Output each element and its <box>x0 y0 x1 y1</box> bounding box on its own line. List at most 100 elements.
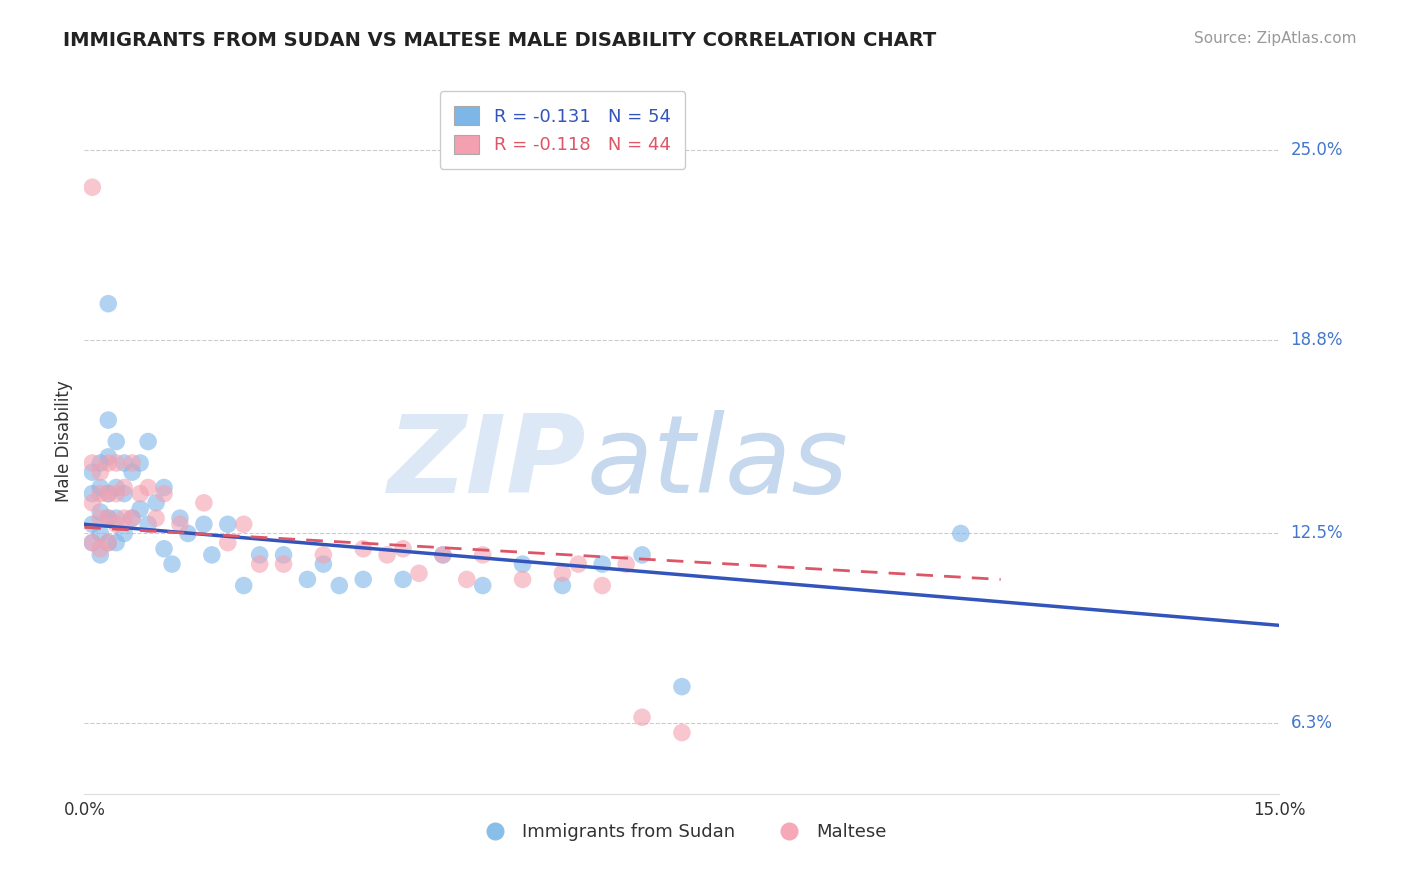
Point <box>89 548 111 562</box>
Point <box>217 517 239 532</box>
Text: IMMIGRANTS FROM SUDAN VS MALTESE MALE DISABILITY CORRELATION CHART: IMMIGRANTS FROM SUDAN VS MALTESE MALE DI… <box>63 31 936 50</box>
Point <box>249 557 271 571</box>
Point <box>392 573 415 587</box>
Point <box>82 517 104 532</box>
Point <box>82 496 104 510</box>
Point <box>551 566 574 581</box>
Point <box>136 481 159 495</box>
Point <box>97 456 120 470</box>
Point <box>232 517 254 532</box>
Text: atlas: atlas <box>586 410 848 516</box>
Text: 18.8%: 18.8% <box>1291 332 1343 350</box>
Point <box>97 535 120 549</box>
Point <box>177 526 200 541</box>
Text: 6.3%: 6.3% <box>1291 714 1333 732</box>
Point <box>145 511 167 525</box>
Point <box>121 456 143 470</box>
Point <box>129 502 152 516</box>
Point <box>160 557 183 571</box>
Point <box>121 511 143 525</box>
Point <box>82 535 104 549</box>
Point <box>471 548 494 562</box>
Point <box>392 541 415 556</box>
Point <box>193 496 215 510</box>
Point <box>193 517 215 532</box>
Point <box>105 434 128 449</box>
Point <box>352 541 374 556</box>
Point <box>129 486 152 500</box>
Point <box>375 548 398 562</box>
Point <box>312 557 335 571</box>
Point <box>89 486 111 500</box>
Y-axis label: Male Disability: Male Disability <box>55 381 73 502</box>
Point <box>105 517 128 532</box>
Point <box>614 557 637 571</box>
Point <box>97 296 120 310</box>
Point <box>217 535 239 549</box>
Point <box>112 526 135 541</box>
Point <box>201 548 224 562</box>
Point <box>297 573 319 587</box>
Point <box>153 481 176 495</box>
Point <box>89 511 111 525</box>
Point <box>105 535 128 549</box>
Text: 12.5%: 12.5% <box>1291 524 1343 542</box>
Point <box>97 450 120 464</box>
Point <box>512 573 534 587</box>
Point <box>112 511 135 525</box>
Point <box>432 548 454 562</box>
Point <box>671 680 693 694</box>
Point <box>82 535 104 549</box>
Point <box>408 566 430 581</box>
Point <box>121 465 143 479</box>
Point <box>273 548 295 562</box>
Point <box>121 511 143 525</box>
Text: ZIP: ZIP <box>388 409 586 516</box>
Point <box>153 486 176 500</box>
Point <box>89 481 111 495</box>
Point <box>169 511 191 525</box>
Legend: Immigrants from Sudan, Maltese: Immigrants from Sudan, Maltese <box>470 816 894 848</box>
Point <box>97 511 120 525</box>
Point <box>105 456 128 470</box>
Point <box>145 496 167 510</box>
Point <box>169 517 191 532</box>
Point <box>631 548 654 562</box>
Point <box>136 517 159 532</box>
Point <box>89 456 111 470</box>
Point <box>232 578 254 592</box>
Point <box>89 526 111 541</box>
Point <box>153 541 176 556</box>
Point <box>671 725 693 739</box>
Point <box>82 180 104 194</box>
Point <box>471 578 494 592</box>
Point <box>82 486 104 500</box>
Point <box>432 548 454 562</box>
Point <box>591 557 613 571</box>
Point <box>352 573 374 587</box>
Point <box>591 578 613 592</box>
Point <box>129 456 152 470</box>
Text: 25.0%: 25.0% <box>1291 142 1343 160</box>
Point <box>97 535 120 549</box>
Point <box>89 505 111 519</box>
Point <box>949 526 972 541</box>
Point <box>551 578 574 592</box>
Point <box>105 481 128 495</box>
Point <box>97 486 120 500</box>
Point <box>105 511 128 525</box>
Point <box>82 456 104 470</box>
Point <box>89 465 111 479</box>
Point <box>512 557 534 571</box>
Point <box>112 456 135 470</box>
Point <box>112 486 135 500</box>
Point <box>97 511 120 525</box>
Point <box>631 710 654 724</box>
Point <box>89 541 111 556</box>
Text: Source: ZipAtlas.com: Source: ZipAtlas.com <box>1194 31 1357 46</box>
Point <box>97 486 120 500</box>
Point <box>456 573 478 587</box>
Point <box>136 434 159 449</box>
Point <box>328 578 350 592</box>
Point <box>105 486 128 500</box>
